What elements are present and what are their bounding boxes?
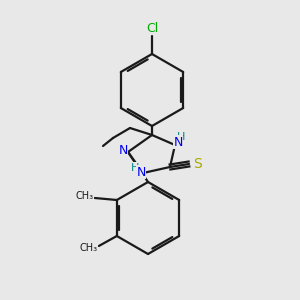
Text: H: H — [131, 163, 139, 173]
Text: N: N — [173, 136, 183, 148]
Text: S: S — [193, 157, 201, 171]
Text: CH₃: CH₃ — [76, 191, 94, 201]
Text: CH₃: CH₃ — [80, 243, 98, 253]
Text: Cl: Cl — [146, 22, 158, 34]
Text: H: H — [177, 132, 185, 142]
Text: N: N — [118, 145, 128, 158]
Text: N: N — [136, 166, 146, 178]
